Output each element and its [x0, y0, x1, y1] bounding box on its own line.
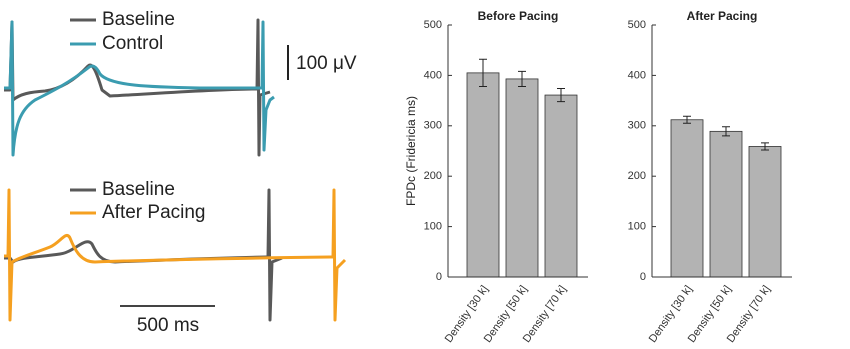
bar [505, 78, 539, 278]
chart-title: After Pacing [687, 9, 758, 23]
y-tick-label: 0 [436, 271, 442, 283]
legend-label: Control [102, 33, 163, 54]
y-tick-label: 100 [628, 221, 646, 233]
scale-label: 500 ms [137, 315, 199, 336]
error-bar [518, 70, 526, 87]
y-tick-label: 100 [424, 221, 442, 233]
error-bar [761, 142, 769, 151]
bar [466, 72, 500, 278]
bar [670, 119, 704, 278]
trace-panel-bottom [4, 188, 347, 322]
error-bar [557, 88, 565, 103]
y-tick-label: 200 [628, 170, 646, 182]
legend-label: Baseline [102, 9, 175, 30]
error-bar [479, 58, 487, 87]
legend-label: Baseline [102, 179, 175, 200]
y-tick-label: 300 [424, 120, 442, 132]
error-bar [683, 115, 691, 124]
trace-panel-top [4, 18, 289, 157]
y-tick-label: 400 [424, 69, 442, 81]
y-tick-label: 0 [640, 271, 646, 283]
y-tick-label: 400 [628, 69, 646, 81]
trace-after-pacing [4, 188, 347, 322]
y-tick-label: 300 [628, 120, 646, 132]
y-tick-label: 500 [424, 19, 442, 31]
bar [544, 94, 578, 278]
error-bar [722, 126, 730, 137]
bar [709, 130, 743, 278]
y-tick-label: 500 [628, 19, 646, 31]
scale-label: 100 μV [296, 53, 357, 74]
legend-label: After Pacing [102, 202, 206, 223]
y-tick-label: 200 [424, 170, 442, 182]
chart-title: Before Pacing [478, 9, 559, 23]
bar [748, 146, 782, 278]
y-axis-label: FPDc (Fridericia ms) [404, 96, 418, 206]
trace-control [4, 20, 275, 157]
